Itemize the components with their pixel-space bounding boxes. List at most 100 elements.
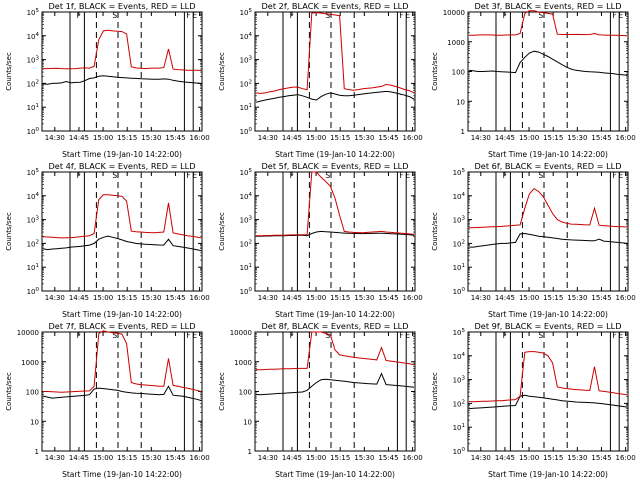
series-line-lld [469,10,628,37]
x-tick-label: 14:30 [45,454,65,462]
y-tick-label: 103 [27,216,40,225]
time-marker-label: F [186,331,190,340]
time-marker-label: E [405,11,410,20]
x-tick-label: 15:15 [330,134,350,142]
x-tick-label: 14:45 [495,294,515,302]
time-marker-label: F [399,11,403,20]
x-tick-label: 14:45 [282,454,302,462]
y-axis-label: Counts/sec [218,212,226,251]
series-line-events [255,90,415,103]
chart-title: Det 8f, BLACK = Events, RED = LLD [261,321,408,331]
chart-title: Det 4f, BLACK = Events, RED = LLD [48,161,195,171]
chart-title: Det 5f, BLACK = Events, RED = LLD [261,161,408,171]
y-axis-label: Counts/sec [431,52,439,91]
time-marker-label: F [612,171,616,180]
plot-frame [41,171,203,292]
y-tick-label: 10 [456,98,465,106]
y-tick-label: 10 [30,418,39,426]
y-tick-label: 10000 [230,329,252,337]
x-tick-label: 15:45 [378,134,398,142]
x-tick-label: 14:45 [282,294,302,302]
y-tick-label: 103 [240,216,253,225]
y-tick-label: 10000 [443,9,465,17]
time-marker-label: F [399,331,403,340]
x-tick-label: 14:30 [258,454,278,462]
y-tick-label: 100 [453,287,466,296]
plot-frame [254,171,416,292]
x-tick-label: 16:00 [190,134,210,142]
time-marker-label: S [325,11,330,20]
time-marker-label: F [290,331,294,340]
x-tick-label: 15:30 [141,134,161,142]
time-marker-label: F [290,171,294,180]
x-tick-label: 15:45 [165,454,185,462]
x-axis-label: Start Time (19-Jan-10 14:22:00) [62,150,182,159]
y-tick-label: 104 [453,192,466,201]
x-tick-label: 15:30 [141,454,161,462]
time-marker-label: S [325,331,330,340]
series-line-lld [256,171,415,237]
x-tick-label: 15:00 [519,454,539,462]
chart-panel-8: Det 8f, BLACK = Events, RED = LLD 1 10 100 1… [218,321,423,479]
chart-panel-7: Det 7f, BLACK = Events, RED = LLD 1 10 100 1… [5,321,210,479]
time-marker-label: E [618,331,623,340]
time-marker-label: F [503,331,507,340]
x-tick-label: 14:45 [495,454,515,462]
time-marker-label: S [112,171,117,180]
y-tick-label: 103 [27,56,40,65]
y-tick-label: 102 [27,239,39,248]
y-tick-label: 1 [35,448,39,456]
x-axis-label: Start Time (19-Jan-10 14:22:00) [488,310,608,319]
x-tick-label: 16:00 [403,294,423,302]
y-axis-label: Counts/sec [431,212,439,251]
series-line-events [42,75,202,85]
x-tick-label: 14:30 [471,454,491,462]
x-tick-label: 15:15 [330,294,350,302]
x-tick-label: 15:15 [543,454,563,462]
series-line-events [42,385,202,401]
chart-title: Det 2f, BLACK = Events, RED = LLD [261,1,408,11]
x-tick-label: 15:00 [306,294,326,302]
y-tick-label: 101 [27,103,39,112]
chart-panel-1: Det 1f, BLACK = Events, RED = LLD 100 101 1… [5,1,210,159]
x-tick-label: 15:00 [93,134,113,142]
time-marker-label: S [538,331,543,340]
time-marker-label: E [192,171,197,180]
y-tick-label: 103 [240,56,253,65]
y-tick-label: 101 [240,263,252,272]
chart-panel-5: Det 5f, BLACK = Events, RED = LLD 100 101 1… [218,161,423,319]
series-line-events [469,232,628,248]
time-marker-label: E [618,11,623,20]
y-tick-label: 101 [27,263,39,272]
x-axis-label: Start Time (19-Jan-10 14:22:00) [488,470,608,479]
time-marker-label: F [77,171,81,180]
time-marker-label: F [77,11,81,20]
time-marker-label: S [538,11,543,20]
chart-title: Det 7f, BLACK = Events, RED = LLD [48,321,195,331]
chart-panel-4: Det 4f, BLACK = Events, RED = LLD 100 101 1… [5,161,210,319]
x-tick-label: 16:00 [616,454,636,462]
series-line-lld [43,29,202,71]
x-tick-label: 15:30 [354,134,374,142]
x-tick-label: 16:00 [190,294,210,302]
y-tick-label: 102 [453,399,465,408]
x-tick-label: 14:30 [45,294,65,302]
series-line-events [468,394,628,410]
y-tick-label: 104 [27,32,40,41]
series-line-lld [43,330,202,393]
x-tick-label: 14:30 [471,294,491,302]
x-tick-label: 15:45 [165,294,185,302]
x-tick-label: 14:45 [69,454,89,462]
time-marker-label: F [503,11,507,20]
chart-panel-3: Det 3f, BLACK = Events, RED = LLD 1 10 100 1… [431,1,636,159]
chart-title: Det 1f, BLACK = Events, RED = LLD [48,1,195,11]
y-tick-label: 103 [453,376,466,385]
y-tick-label: 104 [240,32,253,41]
chart-panel-6: Det 6f, BLACK = Events, RED = LLD 100 101 1… [431,161,636,319]
time-marker-label: E [618,171,623,180]
time-marker-label: S [325,171,330,180]
series-line-events [468,50,628,76]
y-tick-label: 102 [240,79,252,88]
x-tick-label: 14:30 [258,134,278,142]
